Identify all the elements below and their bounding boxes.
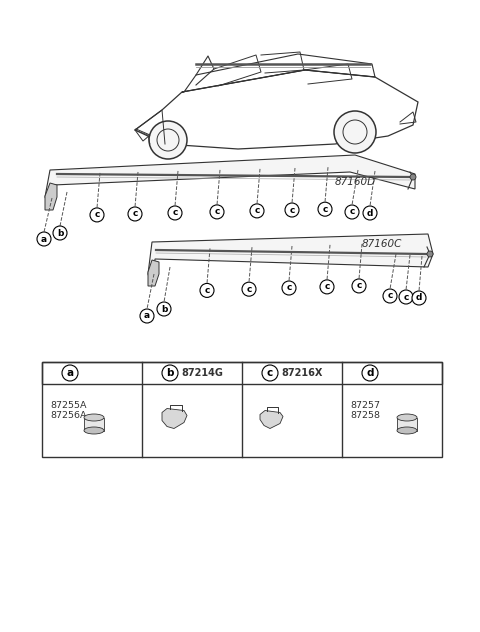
Circle shape	[412, 291, 426, 305]
Circle shape	[362, 365, 378, 381]
Circle shape	[334, 111, 376, 153]
Text: 87255A
87256A: 87255A 87256A	[50, 401, 86, 420]
Circle shape	[90, 208, 104, 222]
Ellipse shape	[84, 414, 104, 421]
Text: 87160C: 87160C	[362, 239, 402, 249]
Text: a: a	[66, 368, 73, 378]
Text: b: b	[161, 305, 167, 313]
Circle shape	[262, 365, 278, 381]
Circle shape	[345, 205, 359, 219]
Circle shape	[285, 203, 299, 217]
Text: d: d	[366, 368, 374, 378]
Polygon shape	[45, 183, 57, 210]
Text: c: c	[403, 293, 408, 301]
Text: a: a	[41, 234, 47, 243]
Circle shape	[427, 251, 433, 257]
Circle shape	[410, 174, 416, 180]
Polygon shape	[45, 155, 415, 210]
Ellipse shape	[84, 427, 104, 434]
Polygon shape	[162, 408, 187, 428]
Circle shape	[242, 282, 256, 296]
Ellipse shape	[397, 427, 417, 434]
Text: 87214G: 87214G	[181, 368, 223, 378]
Circle shape	[210, 205, 224, 219]
Text: c: c	[254, 207, 260, 216]
Text: c: c	[349, 207, 355, 217]
Circle shape	[162, 365, 178, 381]
Circle shape	[53, 226, 67, 240]
Circle shape	[200, 283, 214, 298]
Circle shape	[363, 206, 377, 220]
Text: c: c	[204, 286, 210, 295]
Circle shape	[62, 365, 78, 381]
Text: c: c	[132, 209, 138, 219]
Polygon shape	[260, 411, 283, 428]
Circle shape	[250, 204, 264, 218]
Text: a: a	[144, 312, 150, 320]
Text: b: b	[166, 368, 174, 378]
Text: c: c	[286, 284, 292, 293]
Circle shape	[140, 309, 154, 323]
Text: c: c	[356, 281, 362, 291]
Text: b: b	[57, 229, 63, 238]
Text: c: c	[289, 205, 295, 214]
Text: 87216X: 87216X	[281, 368, 323, 378]
Circle shape	[168, 206, 182, 220]
Polygon shape	[148, 260, 159, 286]
Circle shape	[318, 202, 332, 216]
Circle shape	[399, 290, 413, 304]
Bar	[42, 362, 442, 457]
Circle shape	[320, 280, 334, 294]
Text: c: c	[324, 283, 330, 291]
Circle shape	[149, 121, 187, 159]
Text: d: d	[367, 209, 373, 217]
Text: c: c	[387, 291, 393, 300]
Polygon shape	[148, 234, 433, 286]
Text: c: c	[94, 210, 100, 219]
Text: c: c	[246, 284, 252, 294]
Text: d: d	[416, 293, 422, 303]
Circle shape	[128, 207, 142, 221]
Text: c: c	[267, 368, 273, 378]
Circle shape	[37, 232, 51, 246]
Ellipse shape	[397, 414, 417, 421]
Bar	[84, 418, 104, 430]
Bar	[397, 418, 417, 430]
Text: c: c	[322, 205, 328, 214]
Bar	[42, 362, 442, 384]
Text: 87160D: 87160D	[335, 177, 376, 187]
Circle shape	[157, 302, 171, 316]
Circle shape	[352, 279, 366, 293]
Text: 87257
87258: 87257 87258	[350, 401, 380, 420]
Circle shape	[282, 281, 296, 295]
Text: c: c	[214, 207, 220, 216]
Circle shape	[383, 289, 397, 303]
Text: c: c	[172, 209, 178, 217]
